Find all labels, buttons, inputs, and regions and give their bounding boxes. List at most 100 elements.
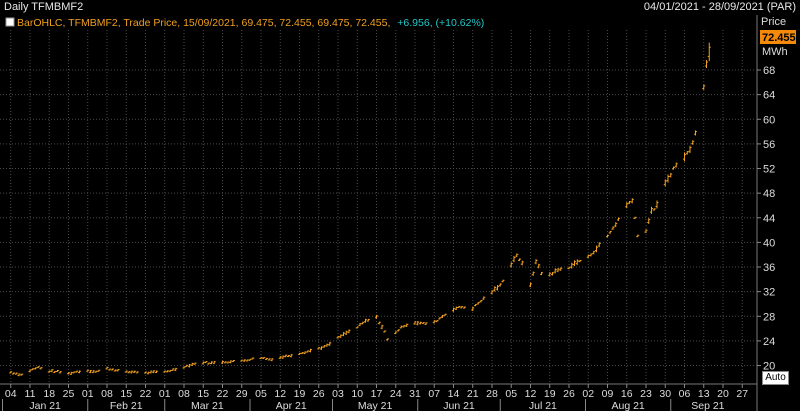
ohlc-bar: [377, 321, 381, 325]
ohlc-bar: [443, 313, 447, 316]
ohlc-bar: [685, 150, 689, 155]
month-label: Jun 21: [443, 400, 475, 411]
y-tick-label: 24: [763, 336, 775, 348]
auto-scale-button[interactable]: Auto: [762, 371, 789, 385]
ohlc-bar: [644, 229, 648, 233]
ohlc-bar: [58, 371, 62, 374]
ohlc-bar: [9, 371, 13, 374]
ohlc-bar: [540, 271, 543, 276]
ohlc-bar: [174, 367, 178, 372]
x-tick-label: 17: [371, 388, 383, 400]
ohlc-bar: [630, 198, 634, 204]
ohlc-bar: [67, 372, 70, 375]
date-range: 04/01/2021 - 28/09/2021 (PAR): [643, 1, 796, 13]
y-axis: 20 24 28 32 36 40 44 48 52 56 60 64 68: [757, 65, 775, 373]
ohlc-bar: [20, 373, 24, 376]
y-tick-label: 52: [763, 164, 775, 176]
x-tick-label: 16: [621, 388, 633, 400]
x-tick-label: 03: [332, 388, 344, 400]
ohlc-bar: [36, 366, 40, 369]
ohlc-bar: [515, 253, 519, 257]
ohlc-bar: [575, 259, 579, 266]
ohlc-bar: [39, 367, 43, 370]
x-tick-label: 11: [25, 388, 36, 400]
x-tick-label: 05: [255, 388, 267, 400]
ohlc-bar: [551, 272, 554, 276]
ohlc-bar: [185, 364, 189, 367]
x-tick-label: 08: [101, 388, 113, 400]
ohlc-bar: [12, 372, 15, 375]
x-tick-label: 26: [563, 388, 575, 400]
month-label: Jul 21: [529, 400, 557, 411]
ohlc-bar: [91, 370, 95, 374]
ohlc-bar: [452, 307, 455, 312]
y-tick-label: 32: [763, 287, 775, 299]
ohlc-bar: [419, 321, 422, 325]
month-label: Sep 21: [691, 400, 724, 411]
ohlc-bar: [182, 366, 186, 369]
ohlc-bar: [548, 272, 552, 277]
ohlc-bar: [518, 258, 521, 262]
ohlc-bar: [155, 370, 158, 373]
x-tick-label: 25: [63, 388, 75, 400]
ohlc-bar: [309, 348, 312, 353]
ohlc-bar: [520, 260, 524, 266]
ohlc-bar: [655, 200, 659, 209]
ohlc-bar: [482, 296, 486, 300]
ohlc-bar: [463, 306, 466, 309]
x-tick-label: 12: [274, 388, 286, 400]
ohlc-bar: [617, 217, 620, 221]
ohlc-bar: [124, 370, 128, 373]
x-tick-label: 22: [217, 388, 229, 400]
x-tick-label: 10: [351, 388, 363, 400]
ohlc-bar: [78, 370, 81, 374]
price-chart[interactable]: 20 24 28 32 36 40 44 48 52 56 60 64 68 04 11 18 25 01 08 1…: [0, 15, 800, 411]
ohlc-bar: [509, 262, 513, 268]
ohlc-bar: [476, 302, 480, 305]
ohlc-bar: [614, 222, 618, 228]
y-tick-label: 56: [763, 139, 775, 151]
x-tick-label: 21: [467, 388, 479, 400]
ohlc-bar: [262, 356, 266, 359]
ohlc-bar: [611, 226, 615, 230]
ohlc-bar: [149, 370, 153, 374]
ohlc-bar: [193, 362, 197, 365]
y-tick-label: 36: [763, 262, 775, 274]
ohlc-bar: [413, 320, 417, 325]
ohlc-bar: [366, 318, 370, 322]
ohlc-bar: [683, 152, 686, 162]
ohlc-bar: [243, 359, 246, 362]
ohlc-bar: [50, 368, 54, 373]
y-tick-label: 44: [763, 213, 775, 225]
ohlc-bar: [267, 358, 271, 361]
ohlc-bar: [86, 369, 90, 372]
x-tick-label: 19: [544, 388, 556, 400]
ohlc-bar: [669, 172, 673, 178]
ohlc-bar: [608, 230, 612, 234]
ohlc-bar: [573, 260, 576, 267]
y-tick-label: 28: [763, 311, 775, 323]
ohlc-bar: [457, 305, 461, 308]
month-label: Aug 21: [611, 400, 644, 411]
ohlc-bar: [501, 279, 505, 283]
chart-settings-icon[interactable]: [5, 17, 15, 27]
ohlc-bar: [691, 140, 695, 145]
ohlc-bar: [592, 250, 596, 255]
month-label: Mar 21: [191, 400, 224, 411]
x-tick-label: 05: [505, 388, 517, 400]
ohlc-bar: [111, 368, 114, 371]
ohlc-bar: [289, 354, 293, 358]
ohlc-bar: [355, 326, 359, 329]
ohlc-bar: [397, 329, 400, 332]
ohlc-bar: [306, 350, 310, 353]
grid-lines: [0, 15, 758, 411]
ohlc-bar: [375, 314, 378, 319]
ohlc-bar: [705, 60, 708, 68]
ohlc-bar: [270, 358, 274, 362]
ohlc-bar: [259, 357, 263, 360]
y-tick-label: 68: [763, 65, 775, 77]
y-tick-label: 60: [763, 114, 775, 126]
ohlc-bar: [108, 368, 112, 371]
ohlc-bar: [130, 370, 134, 374]
ohlc-bar: [212, 360, 216, 365]
